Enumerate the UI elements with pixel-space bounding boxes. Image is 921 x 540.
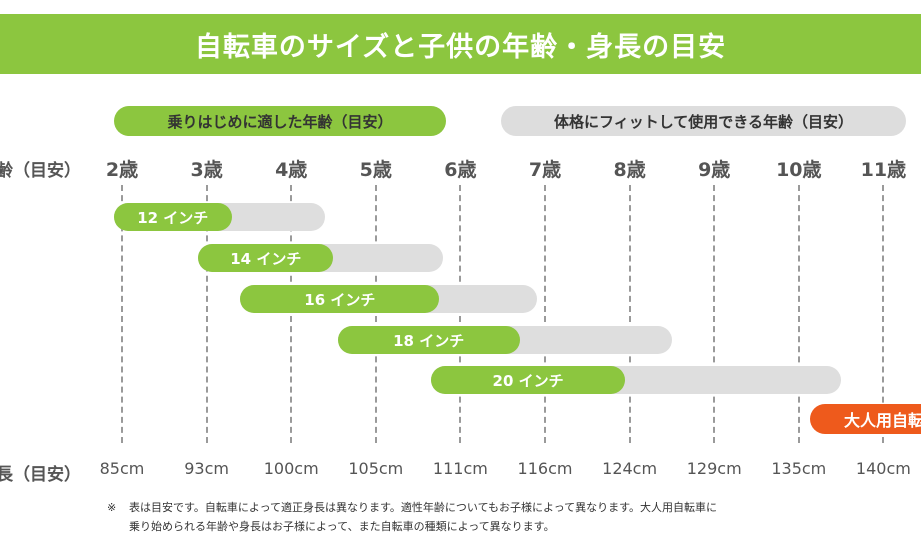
- suitable-start-bar: 12 インチ: [113, 203, 232, 231]
- gridline: [628, 185, 631, 443]
- gridline: [459, 185, 462, 443]
- height-tick-label: 93cm: [184, 459, 229, 478]
- legend-fit-use: 体格にフィットして使用できる年齢（目安）: [501, 106, 906, 136]
- height-tick-label: 116cm: [517, 459, 573, 478]
- height-tick-label: 140cm: [855, 459, 911, 478]
- height-tick-label: 129cm: [686, 459, 742, 478]
- age-tick-label: 2歳: [105, 159, 139, 181]
- gridline: [374, 185, 377, 443]
- height-tick-label: 111cm: [432, 459, 488, 478]
- age-tick-label: 10歳: [776, 159, 822, 181]
- height-tick-label: 135cm: [771, 459, 827, 478]
- gridline: [544, 185, 546, 443]
- suitable-start-bar: 14 インチ: [198, 244, 334, 272]
- height-tick-label: 124cm: [602, 459, 658, 478]
- age-tick-label: 3歳: [190, 159, 223, 181]
- gridline: [121, 185, 123, 443]
- suitable-start-bar: 20 インチ: [430, 366, 626, 394]
- gridline: [797, 185, 800, 443]
- age-tick-label: 8歳: [613, 159, 646, 181]
- note-line-2: 乗り始められる年齢や身長はお子様によって、また自転車の種類によって異なります。: [129, 520, 555, 533]
- chart-title: 自転車のサイズと子供の年齢・身長の目安: [0, 14, 921, 74]
- adult-bike-bar: 大人用自転: [810, 404, 921, 434]
- height-tick-label: 85cm: [99, 459, 145, 478]
- suitable-start-bar: 16 インチ: [240, 285, 440, 313]
- gridline: [205, 185, 208, 443]
- age-tick-label: 9歳: [698, 159, 731, 181]
- note-mark: ※: [107, 501, 117, 514]
- gridline: [290, 185, 293, 443]
- legend-suitable-start: 乗りはじめに適した年齢（目安）: [114, 106, 446, 136]
- age-row-label: 齢（目安）: [0, 161, 81, 181]
- age-tick-label: 6歳: [444, 159, 477, 181]
- footnote: ※ 表は目安です。自転車によって適正身長は異なります。適性年齢についてもお子様によ…: [107, 498, 717, 536]
- age-tick-label: 11歳: [860, 159, 907, 181]
- height-row-label: 長（目安）: [0, 465, 81, 485]
- gridline: [713, 185, 716, 443]
- note-line-1: 表は目安です。自転車によって適正身長は異なります。適性年齢についてもお子様によっ…: [129, 501, 718, 514]
- suitable-start-bar: 18 インチ: [337, 326, 520, 354]
- age-tick-label: 5歳: [359, 159, 392, 181]
- age-tick-label: 4歳: [275, 159, 308, 181]
- gridline: [882, 185, 885, 443]
- height-tick-label: 100cm: [263, 459, 319, 478]
- height-tick-label: 105cm: [348, 459, 404, 478]
- age-tick-label: 7歳: [528, 159, 562, 181]
